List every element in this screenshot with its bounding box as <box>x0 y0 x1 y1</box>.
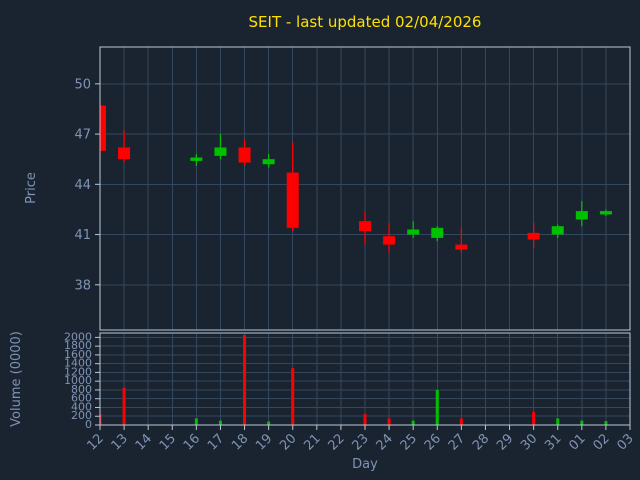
price-plot-border <box>99 46 631 331</box>
volume-bars <box>100 335 608 425</box>
x-axis-label: Day <box>352 457 378 472</box>
volume-bar <box>122 387 126 425</box>
volume-bar <box>218 420 222 425</box>
volume-tick-label: 800 <box>71 383 92 396</box>
price-tick-label: 44 <box>74 178 91 193</box>
chart-title: SEIT - last updated 02/04/2026 <box>249 13 482 31</box>
volume-bar <box>100 414 102 425</box>
candle-body <box>262 159 275 165</box>
volume-tick-label: 0 <box>85 418 92 431</box>
candle-body <box>431 227 444 238</box>
candle-body <box>383 236 396 245</box>
candle-body <box>551 226 564 235</box>
price-tick-label: 41 <box>74 228 91 243</box>
volume-bar <box>556 418 560 425</box>
candlesticks <box>100 103 612 253</box>
volume-bar <box>291 368 295 425</box>
volume-bar <box>604 421 608 425</box>
volume-bar <box>580 420 584 425</box>
volume-axis-label: Volume (0000) <box>9 331 24 427</box>
volume-tick-label: 400 <box>71 400 92 413</box>
candle-body <box>100 105 106 151</box>
candle-body <box>238 147 251 163</box>
candle-body <box>118 147 131 160</box>
volume-tick-label: 1400 <box>64 357 92 370</box>
candle-body <box>190 157 203 161</box>
volume-bar <box>387 418 391 425</box>
volume-bar <box>435 389 439 425</box>
candle-body <box>359 221 371 232</box>
price-axis-label: Price <box>24 172 39 204</box>
volume-tick-label: 2000 <box>64 330 92 343</box>
volume-tick-label: 1800 <box>64 339 92 352</box>
price-tick-label: 50 <box>74 77 91 92</box>
tick-marks <box>95 83 631 430</box>
volume-bar <box>243 335 247 425</box>
volume-tick-label: 200 <box>71 409 92 422</box>
price-tick-label: 47 <box>74 128 91 143</box>
volume-tick-label: 1000 <box>64 374 92 387</box>
candle-body <box>286 172 299 228</box>
candle-body <box>455 244 468 250</box>
volume-bar <box>459 418 463 425</box>
price-tick-label: 38 <box>74 278 91 293</box>
volume-bar <box>363 414 367 425</box>
candle-body <box>214 147 227 156</box>
candle-body <box>575 211 588 220</box>
volume-tick-label: 1200 <box>64 365 92 378</box>
volume-bar <box>194 418 198 425</box>
candle-body <box>527 232 540 240</box>
volume-bar <box>267 421 271 425</box>
volume-tick-label: 600 <box>71 392 92 405</box>
candle-body <box>599 211 612 215</box>
volume-bar <box>411 420 415 425</box>
candle-body <box>407 229 420 235</box>
volume-tick-label: 1600 <box>64 348 92 361</box>
volume-bar <box>532 411 536 425</box>
